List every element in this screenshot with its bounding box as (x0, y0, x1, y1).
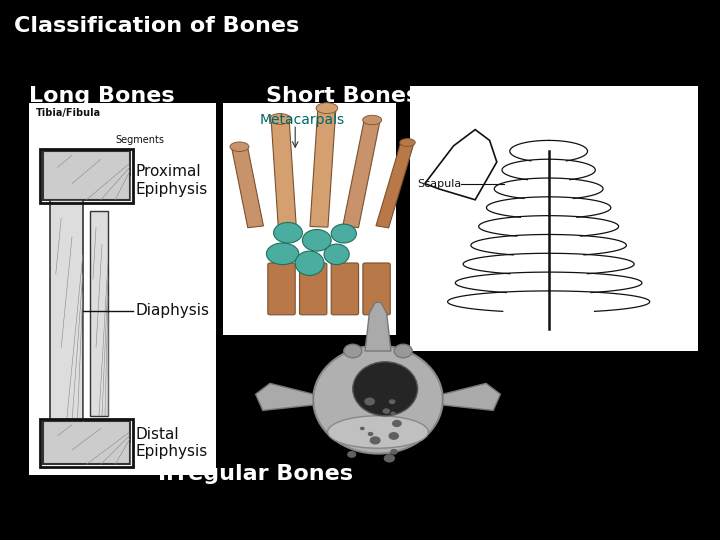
Ellipse shape (316, 103, 338, 113)
Ellipse shape (395, 345, 413, 357)
Text: Flat Bones: Flat Bones (504, 86, 636, 106)
Polygon shape (232, 146, 264, 228)
Ellipse shape (389, 399, 395, 404)
Text: Distal
Epiphysis: Distal Epiphysis (135, 427, 207, 459)
Polygon shape (256, 383, 313, 410)
Ellipse shape (382, 408, 390, 414)
Bar (40, 148, 133, 202)
Bar (43, 421, 130, 464)
Bar (90, 211, 108, 416)
Bar (29, 103, 216, 475)
FancyBboxPatch shape (331, 263, 359, 315)
Ellipse shape (384, 454, 395, 463)
Ellipse shape (390, 411, 396, 415)
Text: Segments: Segments (115, 135, 164, 145)
Text: Irregular Bones: Irregular Bones (158, 464, 354, 484)
Ellipse shape (347, 451, 356, 458)
Ellipse shape (400, 139, 415, 146)
Polygon shape (365, 302, 391, 351)
Text: Short Bones: Short Bones (266, 86, 420, 106)
Ellipse shape (324, 244, 349, 265)
Ellipse shape (266, 243, 299, 265)
Polygon shape (376, 141, 414, 228)
Text: Scapula: Scapula (418, 179, 462, 188)
Polygon shape (343, 119, 380, 228)
Ellipse shape (295, 251, 324, 275)
Text: Long Bones: Long Bones (29, 86, 174, 106)
Text: Tibia/Fibula: Tibia/Fibula (36, 108, 101, 118)
Bar (50, 200, 83, 421)
Polygon shape (271, 119, 296, 227)
Ellipse shape (353, 362, 418, 416)
Ellipse shape (360, 427, 364, 430)
FancyBboxPatch shape (268, 263, 295, 315)
FancyBboxPatch shape (300, 263, 327, 315)
Ellipse shape (274, 222, 302, 243)
Ellipse shape (389, 432, 399, 440)
Ellipse shape (302, 230, 331, 251)
Ellipse shape (392, 420, 402, 427)
Ellipse shape (390, 449, 398, 455)
Text: Proximal
Epiphysis: Proximal Epiphysis (135, 164, 207, 197)
Text: Classification of Bones: Classification of Bones (14, 16, 300, 36)
Ellipse shape (369, 436, 381, 444)
Ellipse shape (328, 416, 428, 448)
Polygon shape (443, 383, 500, 410)
Ellipse shape (331, 224, 356, 243)
Ellipse shape (313, 346, 443, 454)
Bar (223, 103, 396, 335)
Text: Diaphysis: Diaphysis (135, 303, 210, 318)
Ellipse shape (363, 115, 382, 125)
Ellipse shape (364, 397, 375, 406)
Ellipse shape (230, 142, 249, 151)
Text: Metacarpals: Metacarpals (259, 113, 344, 127)
Polygon shape (310, 108, 336, 227)
Bar (43, 151, 130, 200)
Bar (40, 418, 133, 467)
Bar (410, 86, 698, 351)
Ellipse shape (368, 432, 374, 436)
Ellipse shape (344, 345, 362, 357)
Ellipse shape (269, 113, 291, 124)
FancyBboxPatch shape (363, 263, 390, 315)
